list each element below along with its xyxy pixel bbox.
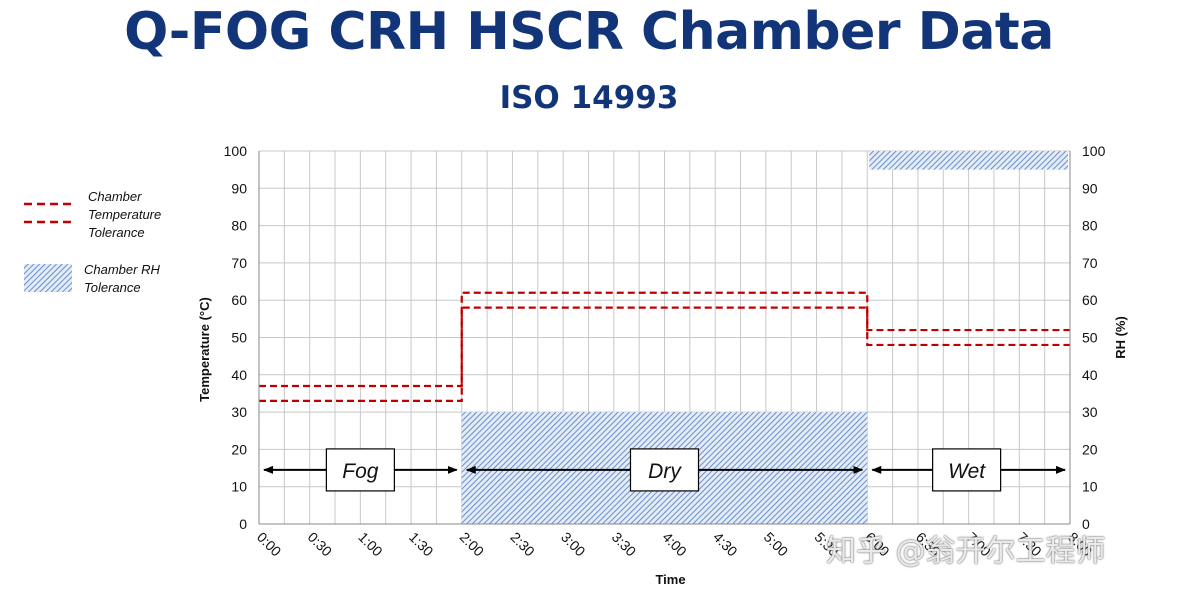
y-left-tick-label: 20 [231,441,247,457]
y-left-tick-label: 10 [231,479,247,495]
x-tick-label: 5:00 [761,529,792,560]
y-right-tick-label: 100 [1082,143,1106,159]
rh-band-wet [869,151,1068,170]
x-axis-title: Time [655,572,685,587]
phase-label-dry: Dry [648,460,682,483]
temperature-tolerance-layer [259,291,1070,403]
y-left-tick-label: 0 [239,516,247,532]
y-axis-title-right: RH (%) [1113,316,1128,359]
x-tick-label: 2:00 [457,529,488,560]
y-right-tick-label: 40 [1082,367,1098,383]
x-tick-label: 4:30 [710,529,741,560]
page-title: Q-FOG CRH HSCR Chamber Data [124,2,1054,62]
x-tick-label: 1:00 [355,529,386,560]
y-right-tick-label: 80 [1082,218,1098,234]
y-right-tick-label: 50 [1082,330,1098,346]
legend-rh-line1: Chamber RH [84,262,160,277]
y-right-tick-label: 30 [1082,404,1098,420]
y-axis-title-left: Temperature (°C) [197,297,212,402]
y-right-tick-label: 0 [1082,516,1090,532]
phase-box-fog [325,448,395,492]
legend-temperature-swatch [22,198,72,228]
phase-label-fog: Fog [342,460,379,483]
x-tick-label: 3:30 [609,529,640,560]
legend-rh-label: Chamber RH Tolerance [84,261,160,297]
y-right-tick-label: 60 [1082,292,1098,308]
y-left-tick-label: 60 [231,292,247,308]
temperature-tolerance-lower-line [259,306,1070,403]
y-right-tick-label: 90 [1082,180,1098,196]
page-subtitle: ISO 14993 [499,80,679,116]
phase-box-wet [932,448,1002,492]
y-left-tick-label: 50 [231,330,247,346]
x-tick-label: 4:00 [659,529,690,560]
phase-label-wet: Wet [948,460,986,483]
x-tick-label: 0:30 [305,529,336,560]
x-tick-label: 2:30 [507,529,538,560]
x-tick-label: 0:00 [254,529,285,560]
y-left-tick-label: 70 [231,255,247,271]
y-right-tick-label: 20 [1082,441,1098,457]
y-right-tick-label: 70 [1082,255,1098,271]
x-tick-label: 3:00 [558,529,589,560]
legend-temperature-line3: Tolerance [88,225,145,240]
y-left-tick-label: 30 [231,404,247,420]
watermark-text: 知乎 @翁开尔工程师 [826,534,1106,569]
temperature-tolerance-upper-line [259,291,1070,388]
legend-temperature-label: Chamber Temperature Tolerance [88,188,161,242]
y-left-tick-label: 80 [231,218,247,234]
y-left-tick-label: 40 [231,367,247,383]
y-left-tick-label: 100 [224,143,248,159]
legend-rh-swatch [22,264,72,292]
x-tick-label: 1:30 [406,529,437,560]
legend-rh-line2: Tolerance [84,280,141,295]
phase-box-dry [629,448,700,492]
legend-temperature-line1: Chamber [88,189,142,204]
y-left-tick-label: 90 [231,180,247,196]
legend-temperature-line2: Temperature [88,207,162,222]
y-right-tick-label: 10 [1082,479,1098,495]
phase-layer: Fog Dry Wet [263,448,1066,492]
